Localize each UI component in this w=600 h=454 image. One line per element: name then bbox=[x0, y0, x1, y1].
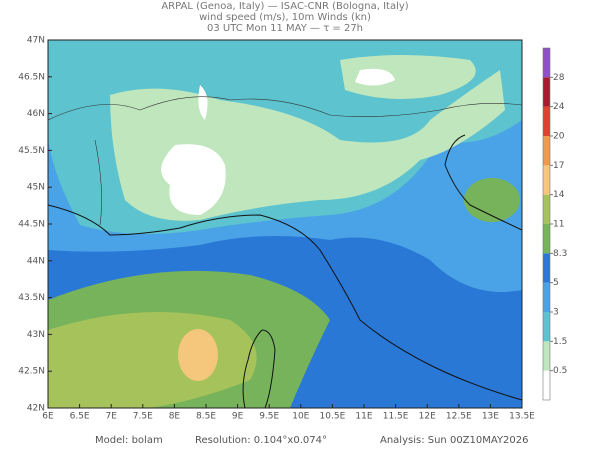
colorbar-band bbox=[543, 194, 550, 224]
lat-label: 42N bbox=[27, 404, 45, 414]
lon-label: 10.5E bbox=[320, 412, 346, 422]
calm-area bbox=[198, 85, 208, 120]
lat-label: 46.5N bbox=[18, 72, 45, 82]
colorbar-band bbox=[543, 312, 550, 342]
lon-label: 10E bbox=[292, 412, 309, 422]
lon-label: 11E bbox=[355, 412, 372, 422]
lon-label: 13E bbox=[482, 412, 499, 422]
lat-label: 43.5N bbox=[18, 293, 45, 303]
lon-label: 12.5E bbox=[446, 412, 472, 422]
colorbar-band bbox=[543, 224, 550, 254]
lon-label: 12E bbox=[419, 412, 436, 422]
border bbox=[48, 96, 522, 121]
lon-label: 6.5E bbox=[70, 412, 90, 422]
colorbar-band bbox=[543, 341, 550, 371]
coastline bbox=[48, 204, 522, 401]
colorbar-label: 5 bbox=[553, 278, 559, 288]
lat-label: 46N bbox=[27, 109, 45, 119]
colorbar-band bbox=[543, 77, 550, 107]
lat-label: 45.5N bbox=[18, 146, 45, 156]
colorbar-label: 8.3 bbox=[553, 249, 567, 259]
field-tan bbox=[178, 329, 218, 381]
colorbar-band bbox=[543, 48, 550, 78]
footer-model: Model: bolam bbox=[95, 435, 163, 446]
map-field bbox=[48, 40, 522, 408]
colorbar-band bbox=[543, 282, 550, 312]
lat-label: 45N bbox=[27, 183, 45, 193]
header-line: 03 UTC Mon 11 MAY — τ = 27h bbox=[207, 23, 363, 34]
colorbar-band bbox=[543, 136, 550, 166]
colorbar-label: 0.5 bbox=[553, 366, 567, 376]
colorbar-band bbox=[543, 165, 550, 195]
lon-label: 6E bbox=[42, 412, 54, 422]
colorbar-label: 11 bbox=[553, 220, 564, 230]
calm-area bbox=[355, 68, 395, 86]
field-lightgreen bbox=[340, 55, 476, 99]
colorbar-label: 28 bbox=[553, 73, 565, 83]
colorbar-label: 14 bbox=[553, 190, 565, 200]
lon-label: 13.5E bbox=[509, 412, 535, 422]
colorbar-label: 20 bbox=[553, 132, 565, 142]
colorbar-label: 1.5 bbox=[553, 337, 567, 347]
coastline bbox=[242, 329, 276, 408]
lon-label: 7E bbox=[105, 412, 117, 422]
lat-label: 43N bbox=[27, 330, 45, 340]
colorbar-band bbox=[543, 253, 550, 283]
colorbar-band bbox=[543, 106, 550, 136]
lon-label: 8.5E bbox=[196, 412, 216, 422]
header-line: ARPAL (Genoa, Italy) — ISAC-CNR (Bologna… bbox=[161, 1, 408, 12]
coastline bbox=[444, 134, 522, 231]
colorbar-label: 3 bbox=[553, 308, 559, 318]
lat-label: 47N bbox=[27, 36, 45, 46]
header-line: wind speed (m/s), 10m Winds (kn) bbox=[199, 12, 371, 23]
colorbar-label: 24 bbox=[553, 102, 565, 112]
lat-label: 44N bbox=[27, 256, 45, 266]
field-green bbox=[464, 178, 520, 222]
footer-resolution: Resolution: 0.104°x0.074° bbox=[195, 435, 327, 446]
colorbar-band bbox=[543, 370, 550, 400]
lon-label: 9E bbox=[232, 412, 244, 422]
lon-label: 8E bbox=[169, 412, 181, 422]
lat-label: 44.5N bbox=[18, 220, 45, 230]
lon-label: 11.5E bbox=[383, 412, 409, 422]
lon-label: 9.5E bbox=[259, 412, 279, 422]
footer-analysis: Analysis: Sun 00Z10MAY2026 bbox=[380, 435, 529, 446]
lon-label: 7.5E bbox=[133, 412, 153, 422]
colorbar-label: 17 bbox=[553, 161, 564, 171]
lat-label: 42.5N bbox=[18, 367, 45, 377]
calm-area bbox=[161, 144, 226, 215]
border bbox=[94, 139, 102, 226]
